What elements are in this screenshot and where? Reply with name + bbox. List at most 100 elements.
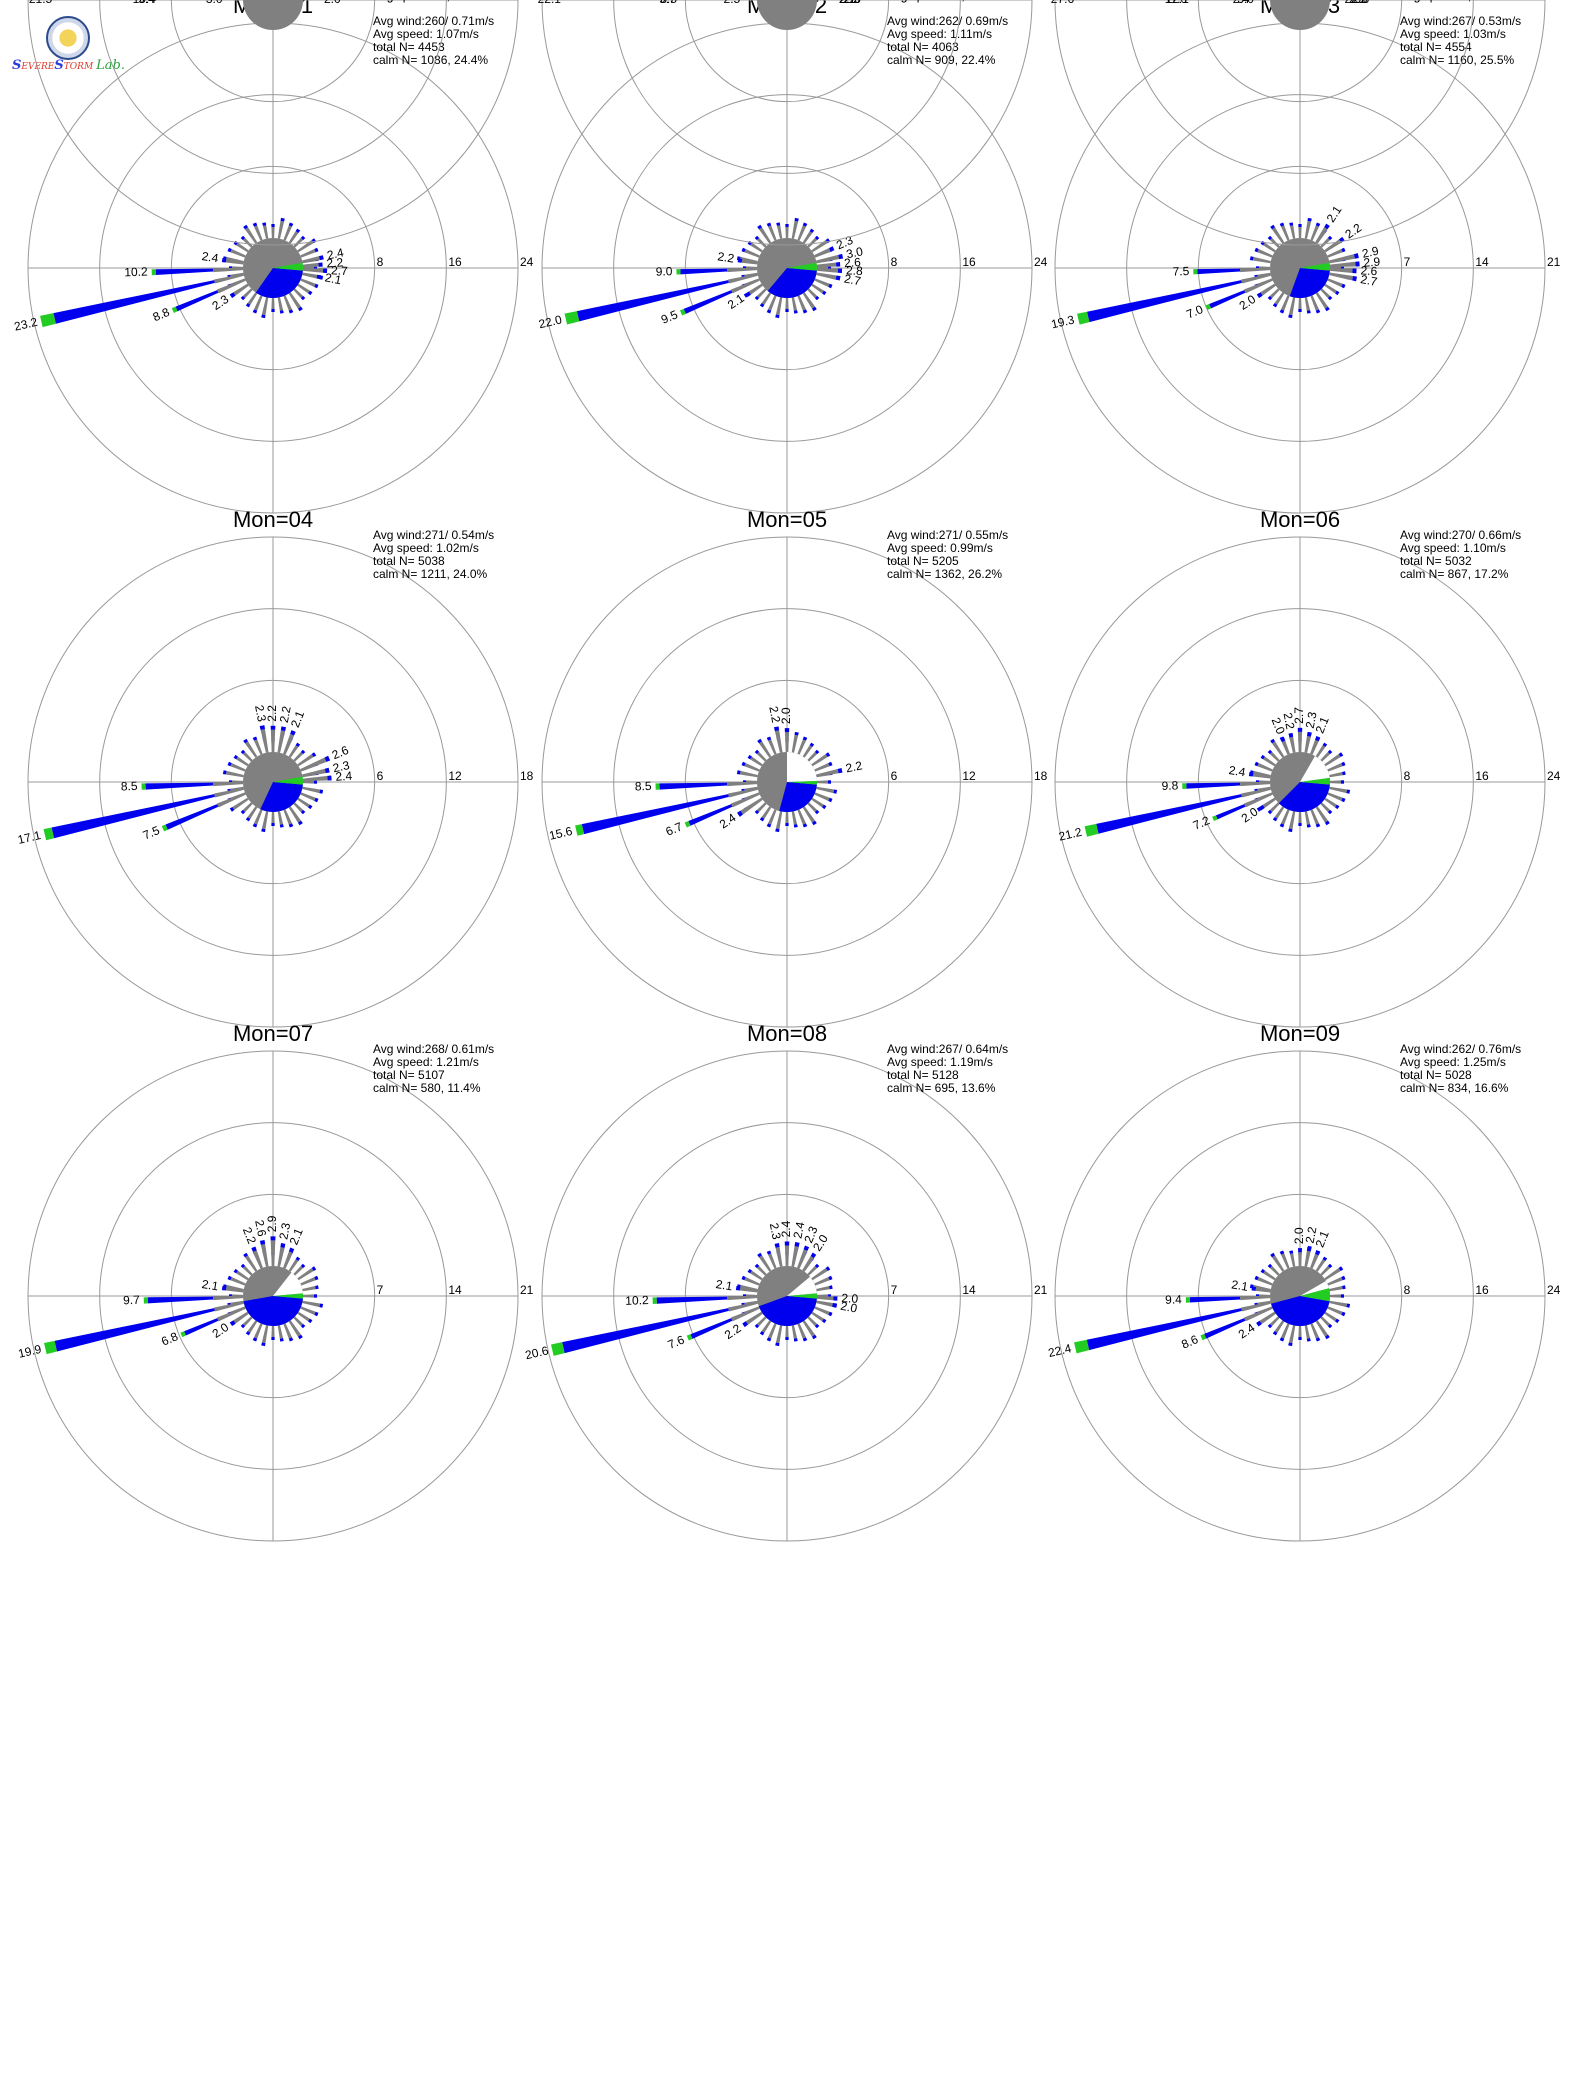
ring — [170, 679, 376, 885]
petal-low — [270, 729, 276, 753]
spoke — [767, 1323, 777, 1339]
spoke-tip — [1341, 247, 1346, 253]
spoke — [244, 741, 258, 758]
ring-label: 12 — [448, 769, 462, 783]
spoke-tip — [314, 797, 319, 803]
spoke — [1269, 237, 1280, 248]
spoke-tip — [240, 235, 246, 241]
spoke-tip — [279, 824, 284, 828]
wind-rose-1: Mon=018162410.223.28.82.32.42.42.22.72.1… — [13, 0, 534, 514]
petal-label: 21.5 — [29, 0, 53, 6]
spoke — [1263, 756, 1276, 767]
petal-low — [727, 1296, 758, 1301]
petal-high — [44, 1340, 57, 1355]
spoke — [1257, 762, 1273, 772]
stats-line: total N= 5165 — [373, 0, 445, 3]
petal-label: 8.8 — [151, 305, 172, 325]
spoke-tip — [766, 823, 772, 828]
spoke — [253, 809, 263, 825]
petal-label: 2.2 — [265, 705, 279, 722]
spoke — [758, 227, 772, 244]
petal-low — [1241, 1301, 1272, 1312]
spoke-tip — [288, 1337, 294, 1342]
spoke-tip — [300, 295, 306, 301]
spoke — [811, 283, 824, 294]
petal-mid — [51, 794, 215, 839]
sector-white — [787, 752, 817, 782]
spoke — [807, 237, 818, 248]
spoke — [797, 295, 807, 311]
spoke-tip — [300, 1263, 306, 1269]
spoke — [300, 1276, 316, 1286]
spoke-tip — [811, 820, 817, 826]
ring — [613, 94, 961, 442]
spoke-tip — [754, 1323, 760, 1329]
spoke — [293, 751, 304, 762]
petal-high — [1212, 815, 1218, 822]
spoke-tip — [1267, 809, 1273, 815]
spoke — [811, 1267, 828, 1281]
spoke-tip — [311, 752, 317, 758]
spoke-tip — [243, 738, 249, 744]
stats-line: calm N= 1160, 25.5% — [1400, 53, 1515, 67]
spoke — [1310, 225, 1320, 241]
spoke-tip — [1279, 1250, 1285, 1255]
spoke-tip — [802, 1337, 808, 1342]
spoke-tip — [766, 1250, 772, 1255]
spoke-tip — [271, 1336, 275, 1340]
spoke — [283, 809, 293, 825]
spoke-tip — [1267, 295, 1273, 301]
petal-label: 8.6 — [1179, 1332, 1200, 1352]
spoke-tip — [271, 224, 275, 228]
petal-mid — [1352, 276, 1357, 282]
petal-low — [1298, 1252, 1302, 1267]
spoke — [739, 770, 758, 778]
petal-mid — [656, 1296, 728, 1304]
spoke-tip — [757, 1252, 763, 1258]
spoke-tip — [809, 742, 815, 747]
wind-rose-3: Mon=03714217.519.37.02.02.12.22.92.92.62… — [1050, 0, 1561, 514]
ring-label: 18 — [520, 769, 534, 783]
spoke-tip — [1346, 789, 1351, 794]
spoke — [288, 1259, 299, 1272]
petal-label: 8.5 — [121, 779, 138, 794]
spoke-tip — [1288, 828, 1293, 833]
spoke — [288, 745, 299, 758]
spoke-tip — [802, 823, 808, 828]
spoke — [261, 297, 269, 316]
petal-high — [1182, 783, 1187, 789]
spoke — [1320, 751, 1331, 762]
spoke — [814, 762, 830, 772]
petal-mid — [319, 255, 324, 261]
petal-low — [1329, 268, 1353, 273]
petal-high — [43, 827, 55, 841]
ring — [541, 1050, 1033, 1542]
ring — [1126, 608, 1474, 956]
spoke-tip — [759, 1331, 765, 1336]
spoke-tip — [766, 222, 772, 227]
spoke-tip — [1342, 1285, 1346, 1290]
spoke-tip — [314, 247, 319, 253]
spoke — [1324, 753, 1341, 767]
spoke-tip — [288, 309, 294, 314]
petal-low — [260, 729, 269, 753]
petal-high — [171, 306, 178, 313]
petal-low — [1252, 772, 1271, 779]
ring-label: 14 — [962, 1283, 976, 1297]
stats-line: calm N= 867, 17.2% — [1400, 567, 1509, 581]
petal-mid — [1306, 1246, 1312, 1252]
ring-label: 8 — [377, 0, 384, 3]
spoke — [802, 292, 816, 309]
spoke-tip — [1306, 824, 1311, 828]
petal-label: 2.9 — [1361, 244, 1381, 261]
spoke — [297, 1267, 314, 1281]
spoke — [1324, 1311, 1337, 1322]
petal-mid — [774, 1243, 780, 1248]
spoke-tip — [1279, 1337, 1285, 1342]
petal-label: 2.5 — [724, 0, 741, 6]
stats-line: total N= 4995 — [887, 0, 959, 3]
spoke-tip — [1254, 1275, 1259, 1281]
petal-low — [784, 1245, 790, 1267]
petal-high — [684, 821, 691, 828]
